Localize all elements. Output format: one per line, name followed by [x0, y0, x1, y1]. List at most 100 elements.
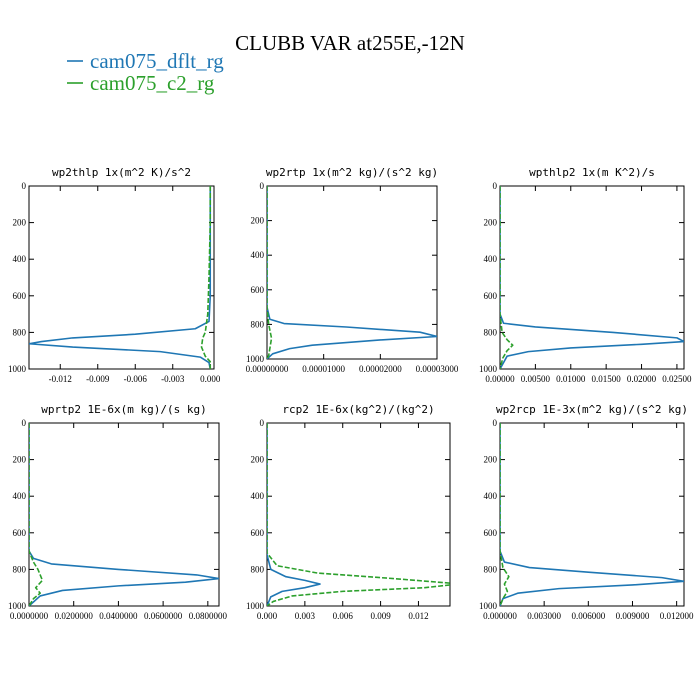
x-tick-label: 0.02500 [662, 374, 692, 384]
x-tick-label: -0.003 [161, 374, 185, 384]
plot-frame [499, 422, 685, 607]
panel-title: wp2thlp 1x(m^2 K)/s^2 [52, 166, 191, 179]
x-tick-label: 0.01000 [556, 374, 586, 384]
panel-title: wprtp2 1E-6x(m kg)/(s kg) [41, 403, 207, 416]
y-tick-label: 1000 [8, 364, 27, 374]
series-line-dflt [500, 186, 684, 369]
y-tick-label: 1000 [8, 601, 27, 611]
x-tick-label: 0.000 [257, 611, 278, 621]
x-tick-label: 0.00003000 [416, 364, 459, 374]
panel-5: rcp2 1E-6x(kg^2)/(kg^2) 0 200 400 600 800 1000… [246, 403, 451, 621]
y-tick-label: 800 [251, 319, 265, 329]
y-tick-label: 400 [251, 491, 265, 501]
x-tick-label: 0.0000000 [10, 611, 49, 621]
series-line-dflt [500, 423, 684, 606]
panel-grid: wp2thlp 1x(m^2 K)/s^2 0 200 400 600 800 1000 -0… [8, 166, 694, 621]
x-tick-label: 0.012000 [660, 611, 694, 621]
y-tick-label: 200 [484, 218, 498, 228]
panel-1: wp2thlp 1x(m^2 K)/s^2 0 200 400 600 800 1000 -0… [8, 166, 221, 384]
legend-entry-dflt: cam075_dflt_rg [67, 49, 224, 73]
y-tick-label: 800 [13, 564, 27, 574]
y-tick-label: 800 [484, 327, 498, 337]
x-tick-label: 0.0800000 [189, 611, 228, 621]
series-line-c2 [267, 186, 273, 359]
y-tick-label: 800 [251, 564, 265, 574]
y-tick-label: 200 [484, 455, 498, 465]
x-tick-label: 0.00000 [485, 374, 515, 384]
y-tick-label: 1000 [246, 354, 265, 364]
x-tick-label: 0.0400000 [99, 611, 138, 621]
series-line-dflt [29, 186, 212, 369]
panel-3: wpthlp2 1x(m K^2)/s020040060080010000.00… [479, 166, 692, 384]
x-tick-label: 0.009 [370, 611, 391, 621]
panel-4: wprtp2 1E-6x(m kg)/(s kg) 0 200 400 600 800 10… [8, 403, 227, 621]
series-line-c2 [500, 423, 510, 606]
y-tick-label: 200 [251, 216, 265, 226]
x-tick-label: 0.000000 [483, 611, 517, 621]
y-tick-label: 0 [22, 181, 27, 191]
panel-title: rcp2 1E-6x(kg^2)/(kg^2) [282, 403, 434, 416]
y-tick-label: 1000 [479, 601, 498, 611]
x-tick-label: 0.01500 [592, 374, 622, 384]
y-tick-label: 400 [13, 254, 27, 264]
y-tick-label: 800 [484, 564, 498, 574]
y-tick-label: 600 [484, 528, 498, 538]
y-tick-label: 1000 [246, 601, 265, 611]
y-tick-label: 600 [484, 291, 498, 301]
series-line-dflt [267, 423, 321, 606]
legend-label-dflt: cam075_dflt_rg [90, 49, 224, 73]
series-line-dflt [267, 186, 437, 359]
x-tick-label: 0.000 [200, 374, 221, 384]
y-tick-label: 600 [13, 291, 27, 301]
y-tick-label: 800 [13, 327, 27, 337]
y-tick-label: 200 [251, 455, 265, 465]
y-tick-label: 400 [251, 250, 265, 260]
x-tick-label: 0.003 [295, 611, 316, 621]
plot-frame [266, 185, 438, 360]
y-tick-label: 0 [493, 181, 498, 191]
y-tick-label: 200 [13, 455, 27, 465]
x-tick-label: -0.012 [49, 374, 72, 384]
panel-title: wp2rtp 1x(m^2 kg)/(s^2 kg) [266, 166, 438, 179]
y-tick-label: 0 [22, 418, 27, 428]
y-tick-label: 400 [484, 491, 498, 501]
y-tick-label: 1000 [479, 364, 498, 374]
y-tick-label: 0 [493, 418, 498, 428]
x-tick-label: 0.0200000 [55, 611, 94, 621]
x-tick-label: 0.00001000 [302, 364, 345, 374]
x-tick-label: 0.00002000 [359, 364, 402, 374]
x-tick-label: 0.02000 [627, 374, 657, 384]
y-tick-label: 600 [251, 528, 265, 538]
y-tick-label: 400 [13, 491, 27, 501]
panel-title: wpthlp2 1x(m K^2)/s [529, 166, 655, 179]
x-tick-label: 0.012 [408, 611, 428, 621]
series-line-c2 [29, 423, 44, 606]
y-tick-label: 400 [484, 254, 498, 264]
panel-6: wp2rcp 1E-3x(m^2 kg)/(s^2 kg) 0 200 400 600 8… [479, 403, 694, 621]
y-tick-label: 0 [260, 181, 265, 191]
x-tick-label: -0.009 [86, 374, 110, 384]
x-tick-label: 0.003000 [527, 611, 561, 621]
x-tick-label: 0.00500 [521, 374, 551, 384]
figure-title: CLUBB VAR at255E,-12N [235, 31, 465, 55]
series-line-dflt [29, 423, 219, 606]
figure-legend: cam075_dflt_rg cam075_c2_rg [67, 49, 224, 95]
x-tick-label: 0.00000000 [246, 364, 289, 374]
y-tick-label: 200 [13, 218, 27, 228]
series-line-c2 [267, 423, 450, 606]
series-line-c2 [200, 186, 212, 369]
x-tick-label: 0.006 [333, 611, 354, 621]
y-tick-label: 600 [251, 285, 265, 295]
panel-2: wp2rtp 1x(m^2 kg)/(s^2 kg)0 200 400 600 800 1… [246, 166, 459, 374]
panel-title: wp2rcp 1E-3x(m^2 kg)/(s^2 kg) [496, 403, 688, 416]
x-tick-label: 0.0600000 [144, 611, 183, 621]
x-tick-label: 0.006000 [571, 611, 605, 621]
legend-entry-c2: cam075_c2_rg [67, 71, 215, 95]
y-tick-label: 600 [13, 528, 27, 538]
legend-label-c2: cam075_c2_rg [90, 71, 215, 95]
x-tick-label: -0.006 [124, 374, 148, 384]
y-tick-label: 0 [260, 418, 265, 428]
x-tick-label: 0.009000 [616, 611, 650, 621]
plot-frame [28, 422, 220, 607]
